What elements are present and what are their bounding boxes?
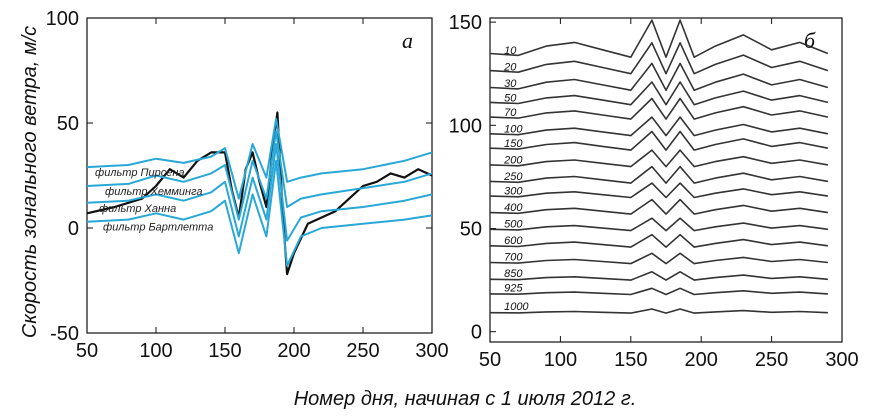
y-axis-label: Скорость зонального ветра, м/с	[19, 26, 41, 338]
panel-b-level-label: 50	[504, 93, 517, 105]
panel-a: 50 100 150 200 250 300 -50 0 50 100 фильтр Пирсена…	[46, 8, 449, 362]
panel-b-level-label: 500	[504, 219, 523, 231]
panel-a-y-tick-label: 0	[68, 218, 79, 240]
panel-a-series-line	[86, 117, 433, 200]
panel-a-filter-label: фильтр Пирсена	[95, 167, 185, 179]
panel-b-x-tick-label: 250	[755, 349, 788, 371]
panel-b-frame	[489, 17, 843, 343]
panel-b-level-label: 100	[504, 124, 523, 136]
panel-a-x-tick-label: 200	[277, 340, 310, 362]
panel-a-x-tick-label: 150	[208, 340, 241, 362]
panel-b-level-line	[489, 116, 829, 137]
panel-b-level-line	[489, 198, 829, 215]
panel-b-level-label: 20	[503, 62, 517, 74]
panel-b-y-tick-label: 0	[471, 322, 482, 344]
panel-b-level-line	[489, 62, 829, 91]
panel-b-level-line	[489, 182, 829, 199]
panel-b-level-label: 600	[504, 235, 523, 247]
panel-a-series-line	[86, 130, 433, 221]
panel-b-level-label: 70	[504, 107, 517, 119]
panel-a-filter-label: фильтр Хемминга	[105, 186, 203, 198]
panel-b-level-line	[489, 19, 829, 58]
panel-b-x-tick-label: 200	[685, 349, 718, 371]
panel-a-x-tick-label: 100	[139, 340, 172, 362]
panel-b-level-line	[489, 217, 829, 232]
panel-a-y-tick-label: -50	[50, 323, 79, 345]
panel-b-level-label: 1000	[504, 301, 529, 313]
panel-b-level-line	[489, 149, 829, 168]
panel-a-x-tick-label: 300	[415, 340, 448, 362]
panel-b-y-tick-label: 100	[449, 115, 482, 137]
panel-a-filter-label: фильтр Ханна	[99, 203, 176, 215]
panel-b-level-line	[489, 42, 829, 75]
panel-a-series-line	[86, 143, 433, 242]
panel-b-level-label: 250	[503, 171, 523, 183]
panel-b-level-label: 400	[504, 202, 523, 214]
panel-b-level-line	[489, 287, 828, 296]
panel-b-level-label: 850	[504, 268, 523, 280]
panel-b-level-label: 300	[504, 186, 523, 198]
panel-b-level-label: 925	[504, 283, 523, 295]
panel-b-level-label: 10	[504, 45, 517, 57]
panel-b-x-tick-label: 150	[614, 349, 647, 371]
panel-a-filter-label: фильтр Бартлетта	[103, 222, 213, 234]
panel-a-y-tick-label: 100	[46, 8, 79, 30]
panel-a-y-tick-label: 50	[57, 113, 79, 135]
panel-b-x-tick-label: 50	[479, 349, 501, 371]
panel-a-x-tick-label: 250	[346, 340, 379, 362]
panel-b-x-tick-label: 100	[544, 349, 577, 371]
panel-b-level-line	[489, 81, 829, 106]
x-axis-label: Номер дня, начиная с 1 июля 2012 г.	[294, 388, 637, 410]
panel-b-level-line	[489, 252, 828, 265]
panel-b-level-line	[489, 271, 828, 281]
panel-b-level-label: 200	[503, 155, 523, 167]
panel-b-x-tick-label: 300	[825, 349, 858, 371]
panel-b-y-tick-label: 50	[460, 218, 482, 240]
panel-b: 50 100 150 200 250 300 0 50 100 150 10 20 30 50 70 100 1…	[449, 12, 859, 371]
panel-b-level-line	[489, 130, 829, 151]
panel-b-level-label: 700	[504, 252, 523, 264]
panel-b-label: б	[804, 28, 816, 53]
panel-a-x-tick-label: 50	[76, 340, 98, 362]
panel-b-level-line	[489, 165, 829, 184]
panel-b-y-tick-label: 150	[449, 12, 482, 34]
panel-b-level-line	[489, 308, 828, 314]
panel-a-series-line	[86, 159, 433, 267]
panel-b-level-label: 30	[504, 78, 517, 90]
panel-a-label: а	[402, 28, 413, 53]
panel-b-level-label: 150	[504, 138, 523, 150]
panel-b-level-line	[489, 97, 829, 120]
panel-b-level-line	[489, 233, 829, 248]
